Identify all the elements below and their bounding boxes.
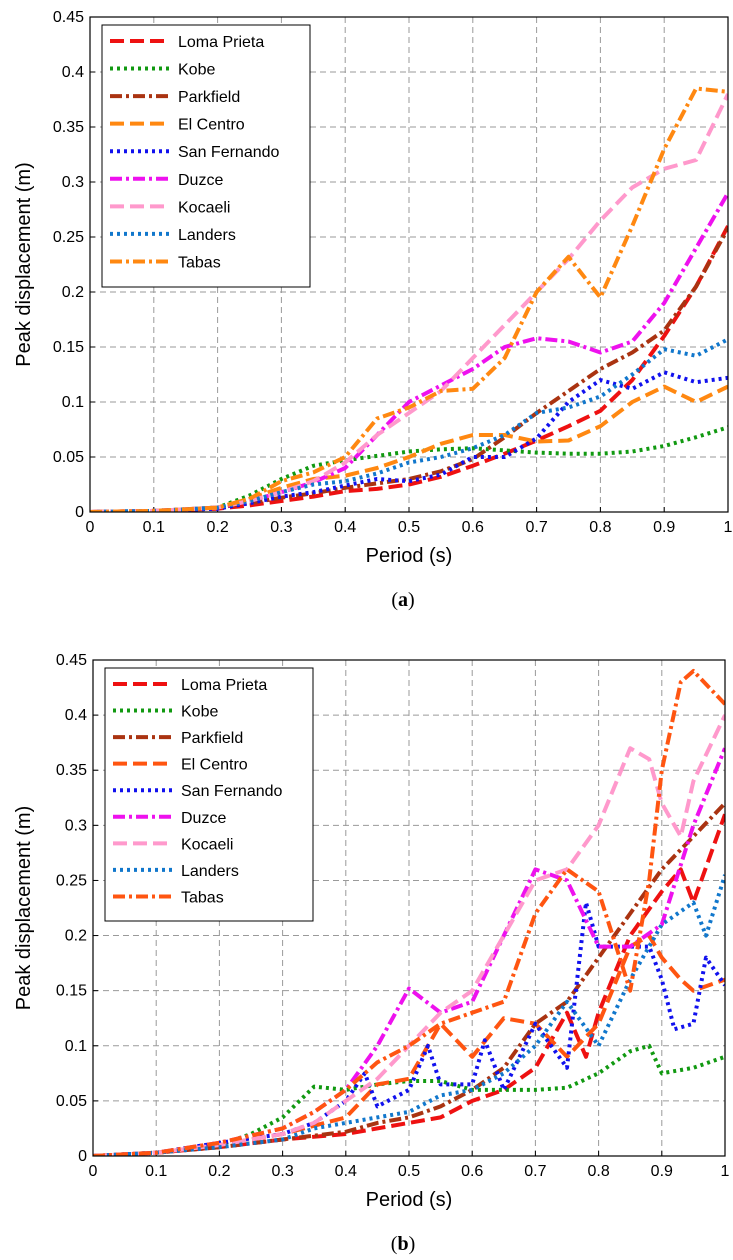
x-tick-label: 0.6 [461, 1163, 483, 1180]
y-tick-label: 0 [75, 504, 84, 521]
y-tick-label: 0.15 [53, 339, 84, 356]
y-tick-label: 0.3 [65, 817, 87, 834]
x-tick-label: 0.1 [143, 519, 165, 536]
legend-label-duzce: Duzce [181, 810, 226, 827]
y-tick-label: 0.4 [62, 64, 84, 81]
legend-label-loma-prieta: Loma Prieta [181, 677, 267, 694]
legend-label-el-centro: El Centro [181, 757, 248, 774]
series-line-kobe [90, 425, 728, 512]
series-line-landers [90, 337, 728, 512]
legend-label-parkfield: Parkfield [181, 730, 243, 747]
series-line-tabas [93, 669, 725, 1156]
legend-label-loma-prieta: Loma Prieta [178, 34, 264, 51]
legend-box [104, 667, 314, 922]
y-tick-label: 0.25 [53, 229, 84, 246]
y-tick-label: 0.1 [62, 394, 84, 411]
series-line-loma-prieta [90, 225, 728, 512]
legend-box [101, 24, 311, 288]
x-tick-label: 1 [721, 1163, 730, 1180]
chart-panel-b: 0 0.1 0.2 0.3 0.4 0.5 0.6 0.7 0.8 0.9 1 0 0.05 0.1 0.1… [13, 652, 730, 1255]
legend-label-kocaeli: Kocaeli [181, 836, 233, 853]
legend-label-tabas: Tabas [181, 889, 224, 906]
series-line-el-centro [90, 384, 728, 512]
axes-frame [92, 659, 726, 1157]
y-tick-label: 0.05 [56, 1093, 87, 1110]
y-tick-label: 0.4 [65, 707, 87, 724]
x-tick-label: 0.6 [462, 519, 484, 536]
x-tick-label: 0.8 [589, 519, 611, 536]
series-line-tabas [90, 86, 728, 512]
x-tick-label: 0.9 [653, 519, 675, 536]
x-tick-label: 0.5 [398, 1163, 420, 1180]
y-tick-label: 0.45 [53, 9, 84, 26]
legend-label-kocaeli: Kocaeli [178, 199, 230, 216]
y-axis-label: Peak displacement (m) [13, 162, 35, 367]
series-line-parkfield [90, 227, 728, 512]
x-tick-label: 0.7 [525, 519, 547, 536]
legend-label-kobe: Kobe [181, 704, 218, 721]
axes-frame [89, 16, 729, 513]
y-tick-label: 0.1 [65, 1038, 87, 1055]
y-tick-label: 0.25 [56, 872, 87, 889]
x-axis-label: Period (s) [366, 545, 453, 567]
legend-label-landers: Landers [181, 863, 239, 880]
x-tick-label: 0.4 [334, 519, 356, 536]
panel-caption: (b) [391, 1233, 415, 1255]
y-tick-label: 0.2 [62, 284, 84, 301]
x-tick-label: 0.2 [206, 519, 228, 536]
x-tick-label: 0.4 [335, 1163, 357, 1180]
x-axis-label: Period (s) [366, 1189, 453, 1211]
x-tick-label: 0.3 [270, 519, 292, 536]
y-tick-label: 0.2 [65, 928, 87, 945]
x-tick-label: 0.3 [271, 1163, 293, 1180]
y-tick-label: 0.45 [56, 652, 87, 669]
x-tick-label: 1 [724, 519, 733, 536]
legend: Loma Prieta Kobe Parkfield El Centro San Fer… [101, 24, 311, 288]
legend-label-parkfield: Parkfield [178, 89, 240, 106]
x-tick-label: 0 [86, 519, 95, 536]
series-line-landers [93, 874, 725, 1156]
y-tick-label: 0.15 [56, 983, 87, 1000]
y-tick-label: 0.35 [56, 762, 87, 779]
y-tick-label: 0 [78, 1148, 87, 1165]
x-tick-label: 0.8 [587, 1163, 609, 1180]
chart-panel-a: 0 0.1 0.2 0.3 0.4 0.5 0.6 0.7 0.8 0.9 1 0 0.05 0.1 0.1… [13, 9, 733, 611]
y-axis-label: Peak displacement (m) [13, 806, 35, 1011]
series-group [93, 669, 725, 1156]
series-line-duzce [93, 747, 725, 1156]
legend-label-landers: Landers [178, 227, 236, 244]
legend-label-san-fernando: San Fernando [181, 783, 283, 800]
grid [93, 660, 725, 1156]
legend-label-san-fernando: San Fernando [178, 144, 280, 161]
y-tick-label: 0.3 [62, 174, 84, 191]
x-tick-label: 0 [89, 1163, 98, 1180]
series-group [90, 86, 728, 512]
legend-label-duzce: Duzce [178, 172, 223, 189]
y-tick-label: 0.35 [53, 119, 84, 136]
legend: Loma Prieta Kobe Parkfield El Centro San Fer… [104, 667, 314, 922]
x-tick-label: 0.2 [208, 1163, 230, 1180]
x-tick-label: 0.5 [398, 519, 420, 536]
x-tick-label: 0.9 [651, 1163, 673, 1180]
y-tick-label: 0.05 [53, 449, 84, 466]
legend-label-kobe: Kobe [178, 62, 215, 79]
legend-label-el-centro: El Centro [178, 117, 245, 134]
x-tick-label: 0.7 [524, 1163, 546, 1180]
legend-label-tabas: Tabas [178, 254, 221, 271]
x-tick-label: 0.1 [145, 1163, 167, 1180]
panel-caption: (a) [391, 589, 414, 611]
